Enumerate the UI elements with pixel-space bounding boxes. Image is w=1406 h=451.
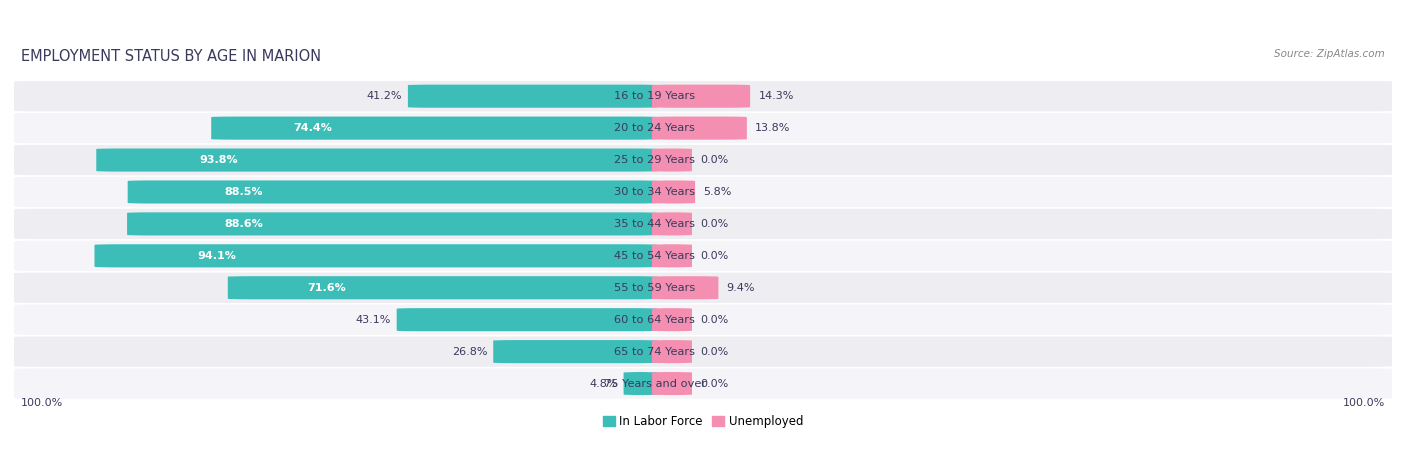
Text: Source: ZipAtlas.com: Source: ZipAtlas.com: [1274, 49, 1385, 59]
FancyBboxPatch shape: [14, 209, 1392, 239]
FancyBboxPatch shape: [228, 276, 658, 299]
Text: 5.8%: 5.8%: [703, 187, 731, 197]
FancyBboxPatch shape: [14, 272, 1392, 303]
Text: EMPLOYMENT STATUS BY AGE IN MARION: EMPLOYMENT STATUS BY AGE IN MARION: [21, 49, 321, 64]
Text: 93.8%: 93.8%: [200, 155, 238, 165]
Text: 0.0%: 0.0%: [700, 315, 728, 325]
FancyBboxPatch shape: [14, 177, 1392, 207]
Legend: In Labor Force, Unemployed: In Labor Force, Unemployed: [598, 410, 808, 433]
Text: 88.5%: 88.5%: [225, 187, 263, 197]
Text: 25 to 29 Years: 25 to 29 Years: [614, 155, 696, 165]
Text: 0.0%: 0.0%: [700, 155, 728, 165]
FancyBboxPatch shape: [94, 244, 658, 267]
Text: 75 Years and over: 75 Years and over: [603, 378, 706, 389]
Text: 9.4%: 9.4%: [727, 283, 755, 293]
FancyBboxPatch shape: [652, 180, 695, 203]
Text: 14.3%: 14.3%: [758, 91, 794, 101]
Text: 100.0%: 100.0%: [21, 398, 63, 408]
Text: 41.2%: 41.2%: [367, 91, 402, 101]
FancyBboxPatch shape: [14, 145, 1392, 175]
Text: 16 to 19 Years: 16 to 19 Years: [614, 91, 696, 101]
Text: 30 to 34 Years: 30 to 34 Years: [614, 187, 696, 197]
Text: 100.0%: 100.0%: [1343, 398, 1385, 408]
Text: 74.4%: 74.4%: [294, 123, 332, 133]
Text: 0.0%: 0.0%: [700, 219, 728, 229]
FancyBboxPatch shape: [408, 85, 658, 108]
FancyBboxPatch shape: [652, 276, 718, 299]
Text: 0.0%: 0.0%: [700, 251, 728, 261]
FancyBboxPatch shape: [652, 372, 692, 395]
FancyBboxPatch shape: [211, 116, 658, 140]
Text: 26.8%: 26.8%: [453, 347, 488, 357]
FancyBboxPatch shape: [14, 304, 1392, 335]
FancyBboxPatch shape: [652, 212, 692, 235]
FancyBboxPatch shape: [396, 308, 658, 331]
Text: 60 to 64 Years: 60 to 64 Years: [614, 315, 695, 325]
FancyBboxPatch shape: [652, 116, 747, 140]
FancyBboxPatch shape: [624, 372, 658, 395]
FancyBboxPatch shape: [494, 340, 658, 363]
Text: 20 to 24 Years: 20 to 24 Years: [614, 123, 695, 133]
FancyBboxPatch shape: [96, 148, 658, 171]
Text: 43.1%: 43.1%: [356, 315, 391, 325]
Text: 0.0%: 0.0%: [700, 347, 728, 357]
Text: 0.0%: 0.0%: [700, 378, 728, 389]
Text: 45 to 54 Years: 45 to 54 Years: [614, 251, 696, 261]
FancyBboxPatch shape: [652, 148, 692, 171]
FancyBboxPatch shape: [14, 113, 1392, 143]
Text: 71.6%: 71.6%: [307, 283, 346, 293]
FancyBboxPatch shape: [127, 212, 658, 235]
FancyBboxPatch shape: [652, 340, 692, 363]
Text: 35 to 44 Years: 35 to 44 Years: [614, 219, 696, 229]
FancyBboxPatch shape: [14, 81, 1392, 111]
FancyBboxPatch shape: [14, 368, 1392, 399]
FancyBboxPatch shape: [14, 241, 1392, 271]
FancyBboxPatch shape: [14, 336, 1392, 367]
FancyBboxPatch shape: [652, 85, 751, 108]
Text: 4.8%: 4.8%: [589, 378, 619, 389]
FancyBboxPatch shape: [128, 180, 658, 203]
Text: 55 to 59 Years: 55 to 59 Years: [614, 283, 696, 293]
Text: 65 to 74 Years: 65 to 74 Years: [614, 347, 696, 357]
FancyBboxPatch shape: [652, 308, 692, 331]
FancyBboxPatch shape: [652, 244, 692, 267]
Text: 88.6%: 88.6%: [225, 219, 263, 229]
Text: 13.8%: 13.8%: [755, 123, 790, 133]
Text: 94.1%: 94.1%: [198, 251, 236, 261]
